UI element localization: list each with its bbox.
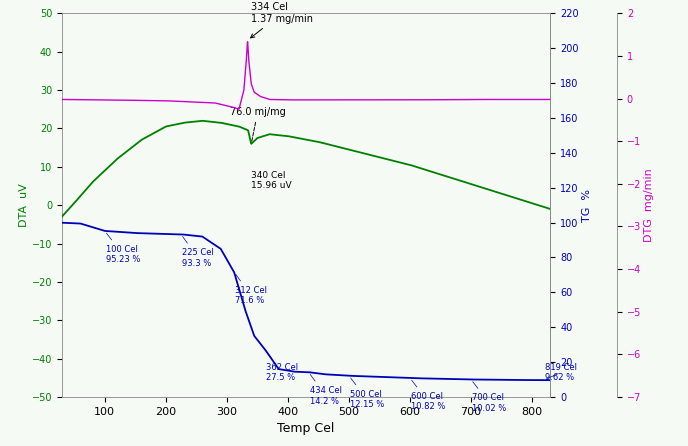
Text: 700 Cel
10.02 %: 700 Cel 10.02 % — [472, 382, 506, 413]
Text: 225 Cel
93.3 %: 225 Cel 93.3 % — [182, 236, 214, 268]
Y-axis label: DTG  mg/min: DTG mg/min — [644, 168, 654, 242]
Y-axis label: TG  %: TG % — [581, 189, 592, 222]
Text: 362 Cel
27.5 %: 362 Cel 27.5 % — [266, 351, 298, 382]
Text: 500 Cel
12.15 %: 500 Cel 12.15 % — [350, 378, 385, 409]
Y-axis label: DTA  uV: DTA uV — [19, 183, 29, 227]
Text: 26 Cel
99.93 %: 26 Cel 99.93 % — [0, 445, 1, 446]
Text: 76.0 mj/mg: 76.0 mj/mg — [230, 107, 286, 141]
Text: 334 Cel
1.37 mg/min: 334 Cel 1.37 mg/min — [250, 2, 313, 38]
Text: 819 Cel
9.62 %: 819 Cel 9.62 % — [545, 363, 577, 382]
X-axis label: Temp Cel: Temp Cel — [277, 422, 335, 435]
Text: 312 Cel
71.6 %: 312 Cel 71.6 % — [235, 274, 268, 306]
Text: 100 Cel
95.23 %: 100 Cel 95.23 % — [106, 233, 140, 264]
Text: 600 Cel
10.82 %: 600 Cel 10.82 % — [411, 380, 446, 411]
Text: 340 Cel
15.96 uV: 340 Cel 15.96 uV — [251, 171, 292, 190]
Text: 434 Cel
14.2 %: 434 Cel 14.2 % — [310, 375, 342, 405]
